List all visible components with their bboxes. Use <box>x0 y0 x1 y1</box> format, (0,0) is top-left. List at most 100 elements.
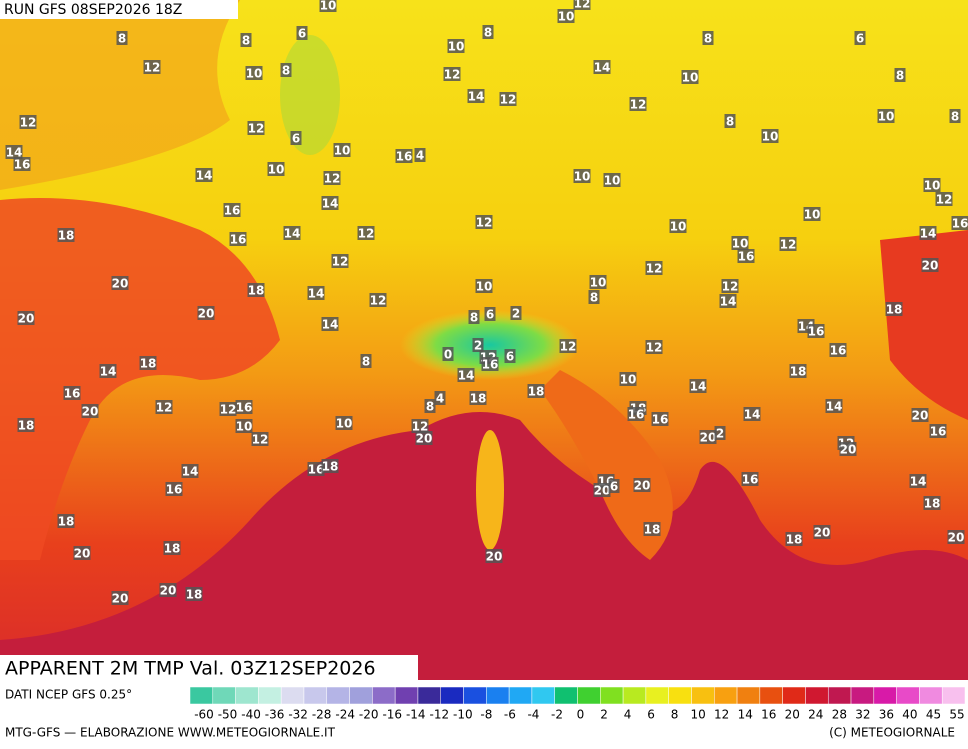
scale-label: 10 <box>691 708 706 722</box>
temperature-label: 12 <box>20 116 37 130</box>
temperature-label: 10 <box>620 373 637 387</box>
temperature-label: 18 <box>470 392 487 406</box>
temperature-label: 16 <box>952 217 968 231</box>
temperature-label: 12 <box>646 262 663 276</box>
temperature-label: 4 <box>436 392 444 406</box>
scale-swatch <box>669 687 692 704</box>
temperature-label: 20 <box>198 307 215 321</box>
temperature-label: 16 <box>230 233 247 247</box>
temperature-label: 20 <box>922 259 939 273</box>
scale-swatch <box>623 687 646 704</box>
map-title: APPARENT 2M TMP Val. 03Z12SEP2026 <box>5 658 376 680</box>
temperature-label: 10 <box>604 174 621 188</box>
temperature-label: 16 <box>830 344 847 358</box>
temperature-label: 18 <box>322 460 339 474</box>
temperature-label: 16 <box>236 401 253 415</box>
scale-label: 6 <box>647 708 655 722</box>
temperature-label: 10 <box>924 179 941 193</box>
temperature-label: 8 <box>951 110 959 124</box>
temperature-label: 14 <box>468 90 485 104</box>
temperature-label: 12 <box>252 433 269 447</box>
scale-label: 36 <box>879 708 894 722</box>
scale-label: -6 <box>504 708 516 722</box>
credit-label: MTG-GFS — ELABORAZIONE WWW.METEOGIORNALE… <box>5 726 336 740</box>
temperature-label: 10 <box>476 280 493 294</box>
temperature-label: 12 <box>646 341 663 355</box>
temperature-label: 18 <box>164 542 181 556</box>
temperature-label: 20 <box>160 584 177 598</box>
temperature-label: 10 <box>320 0 337 13</box>
temperature-label: 18 <box>186 588 203 602</box>
scale-label: -36 <box>265 708 285 722</box>
temperature-label: 14 <box>826 400 843 414</box>
scale-swatch <box>509 687 532 704</box>
temperature-label: 10 <box>268 163 285 177</box>
scale-label: -32 <box>288 708 308 722</box>
scale-label: 4 <box>624 708 632 722</box>
temperature-label: 12 <box>936 193 953 207</box>
temperature-label: 20 <box>112 277 129 291</box>
temperature-label: 14 <box>196 169 213 183</box>
temperature-label: 10 <box>246 67 263 81</box>
scale-label: 40 <box>902 708 917 722</box>
temperature-label: 12 <box>574 0 591 11</box>
temperature-label: 10 <box>590 276 607 290</box>
temperature-label: 16 <box>64 387 81 401</box>
scale-swatch <box>418 687 441 704</box>
scale-swatch <box>350 687 373 704</box>
scale-label: 24 <box>808 708 823 722</box>
temperature-label: 12 <box>332 255 349 269</box>
temperature-label: 12 <box>722 280 739 294</box>
scale-label: -40 <box>241 708 261 722</box>
temperature-label: 8 <box>426 400 434 414</box>
temperature-label: 10 <box>574 170 591 184</box>
temperature-label: 10 <box>804 208 821 222</box>
temperature-label: 12 <box>500 93 517 107</box>
temperature-label: 16 <box>14 158 31 172</box>
temperature-label: 10 <box>732 237 749 251</box>
scale-swatch <box>555 687 578 704</box>
scale-label: 8 <box>671 708 679 722</box>
scale-label: 45 <box>926 708 941 722</box>
temperature-label: 14 <box>594 61 611 75</box>
scale-swatch <box>783 687 806 704</box>
britain-field <box>280 35 340 155</box>
temperature-label: 8 <box>242 34 250 48</box>
temperature-label: 20 <box>594 484 611 498</box>
temperature-label: 12 <box>444 68 461 82</box>
temperature-label: 10 <box>682 71 699 85</box>
scale-swatch <box>372 687 395 704</box>
temperature-label: 4 <box>416 149 424 163</box>
temperature-label: 14 <box>182 465 199 479</box>
scale-swatch <box>691 687 714 704</box>
scale-label: -28 <box>312 708 332 722</box>
scale-swatch <box>600 687 623 704</box>
temperature-label: 20 <box>82 405 99 419</box>
temperature-label: 18 <box>58 229 75 243</box>
scale-swatch <box>236 687 259 704</box>
scale-swatch <box>942 687 965 704</box>
scale-swatch <box>258 687 281 704</box>
temperature-label: 20 <box>112 592 129 606</box>
temperature-label: 20 <box>700 431 717 445</box>
temperature-label: 14 <box>322 197 339 211</box>
temperature-label: 8 <box>484 26 492 40</box>
scale-swatch <box>919 687 942 704</box>
temperature-label: 20 <box>74 547 91 561</box>
temperature-label: 18 <box>886 303 903 317</box>
temperature-label: 14 <box>690 380 707 394</box>
temperature-label: 10 <box>448 40 465 54</box>
scale-label: -16 <box>382 708 402 722</box>
temperature-label: 8 <box>282 64 290 78</box>
temperature-label: 16 <box>628 408 645 422</box>
temperature-label: 12 <box>248 122 265 136</box>
temperature-label: 20 <box>486 550 503 564</box>
temperature-label: 12 <box>560 340 577 354</box>
temperature-label: 18 <box>924 497 941 511</box>
scale-label: -60 <box>194 708 214 722</box>
run-label: RUN GFS 08SEP2026 18Z <box>4 2 182 18</box>
scale-swatch <box>851 687 874 704</box>
temperature-label: 12 <box>358 227 375 241</box>
scale-swatch <box>874 687 897 704</box>
